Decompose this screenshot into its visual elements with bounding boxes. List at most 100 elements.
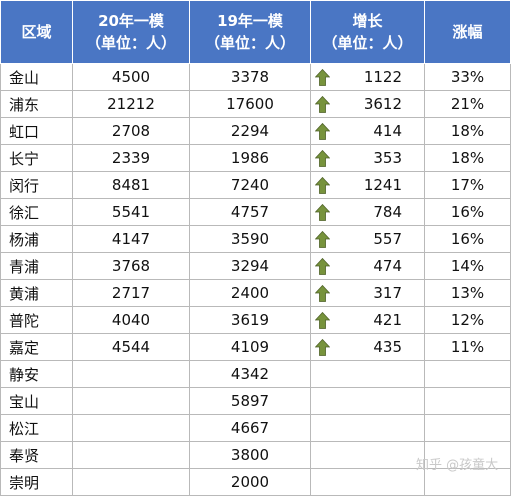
- score-2019-cell: 7240: [189, 171, 311, 199]
- region-cell-text: 宝山: [9, 392, 40, 411]
- region-cell-text: 青浦: [9, 257, 40, 276]
- score-2020-cell: 4147: [72, 225, 190, 253]
- header-2020-title: 20年一模: [98, 12, 164, 30]
- rate-cell: 18%: [424, 117, 511, 145]
- region-cell-text: 长宁: [9, 149, 40, 168]
- header-2019-title: 19年一模: [217, 12, 283, 30]
- score-2019-cell-text: 17600: [226, 95, 274, 113]
- region-cell: 崇明: [0, 468, 73, 496]
- growth-cell: 3612: [310, 90, 425, 118]
- table-row: 宝山 5897: [0, 387, 511, 415]
- growth-cell: 1122: [310, 63, 425, 91]
- score-2019-cell: 3800: [189, 441, 311, 469]
- region-cell-text: 黄浦: [9, 284, 40, 303]
- score-2019-cell: 2400: [189, 279, 311, 307]
- region-cell-text: 嘉定: [9, 338, 40, 357]
- up-arrow-icon: [315, 285, 330, 302]
- region-cell-text: 静安: [9, 365, 40, 384]
- rate-cell-text: 16%: [450, 230, 485, 248]
- region-cell-text: 金山: [9, 68, 40, 87]
- score-2020-cell-text: 3768: [111, 257, 151, 275]
- score-2019-cell-text: 2294: [230, 122, 270, 140]
- score-2020-cell-text: 4147: [111, 230, 151, 248]
- region-cell: 普陀: [0, 306, 73, 334]
- region-cell-text: 奉贤: [9, 446, 40, 465]
- region-cell-text: 虹口: [9, 122, 40, 141]
- region-cell-text: 浦东: [9, 95, 40, 114]
- region-cell-text: 徐汇: [9, 203, 40, 222]
- growth-cell-text: 557: [373, 230, 402, 248]
- up-arrow-icon: [315, 204, 330, 221]
- header-growth-title: 增长: [352, 12, 383, 30]
- score-2019-cell: 5897: [189, 387, 311, 415]
- score-2020-cell: 2717: [72, 279, 190, 307]
- rate-cell-text: 21%: [450, 95, 485, 113]
- score-2020-cell: 2339: [72, 144, 190, 172]
- growth-cell: 421: [310, 306, 425, 334]
- table-row: 青浦 3768 3294 474 14%: [0, 252, 511, 280]
- score-2020-cell: 4544: [72, 333, 190, 361]
- rate-cell-text: 12%: [450, 311, 485, 329]
- region-cell: 嘉定: [0, 333, 73, 361]
- up-arrow-icon: [315, 96, 330, 113]
- region-cell: 虹口: [0, 117, 73, 145]
- up-arrow-icon: [315, 258, 330, 275]
- growth-cell-text: 353: [373, 149, 402, 167]
- up-arrow-icon: [315, 177, 330, 194]
- up-arrow-icon: [315, 339, 330, 356]
- header-region: 区域: [0, 0, 73, 64]
- rate-cell: 11%: [424, 333, 511, 361]
- rate-cell-text: 16%: [450, 203, 485, 221]
- region-cell-text: 杨浦: [9, 230, 40, 249]
- score-2019-cell: 4667: [189, 414, 311, 442]
- score-2019-cell: 17600: [189, 90, 311, 118]
- up-arrow-icon: [315, 312, 330, 329]
- up-arrow-icon: [315, 123, 330, 140]
- rate-cell-text: 18%: [450, 149, 485, 167]
- rate-cell: 13%: [424, 279, 511, 307]
- rate-cell: 14%: [424, 252, 511, 280]
- score-2020-cell-text: 4544: [111, 338, 151, 356]
- up-arrow-icon: [315, 69, 330, 86]
- score-2019-cell: 1986: [189, 144, 311, 172]
- growth-cell-text: 317: [373, 284, 402, 302]
- header-row: 区域 20年一模 （单位：人） 19年一模 （单位：人） 增长 （单位：人） 涨…: [0, 0, 511, 64]
- rate-cell: [424, 360, 511, 388]
- table-row: 金山 4500 3378 1122 33%: [0, 63, 511, 91]
- growth-cell: 1241: [310, 171, 425, 199]
- score-2020-cell: [72, 468, 190, 496]
- score-2019-cell-text: 3590: [230, 230, 270, 248]
- score-2019-cell-text: 5897: [230, 392, 270, 410]
- score-2019-cell-text: 4757: [230, 203, 270, 221]
- score-2020-cell-text: 4500: [111, 68, 151, 86]
- rate-cell: [424, 414, 511, 442]
- region-cell: 松江: [0, 414, 73, 442]
- score-2020-cell: [72, 441, 190, 469]
- growth-cell-text: 1241: [363, 176, 402, 194]
- growth-cell: 317: [310, 279, 425, 307]
- table-row: 静安 4342: [0, 360, 511, 388]
- region-cell: 闵行: [0, 171, 73, 199]
- score-2020-cell-text: 2708: [111, 122, 151, 140]
- growth-cell: 557: [310, 225, 425, 253]
- growth-cell: 784: [310, 198, 425, 226]
- growth-cell: 435: [310, 333, 425, 361]
- rate-cell: 16%: [424, 198, 511, 226]
- score-2020-cell: 2708: [72, 117, 190, 145]
- growth-cell: 353: [310, 144, 425, 172]
- header-2020: 20年一模 （单位：人）: [72, 0, 190, 64]
- growth-cell-text: 784: [373, 203, 402, 221]
- score-2020-cell: 3768: [72, 252, 190, 280]
- growth-cell-text: 3612: [363, 95, 402, 113]
- region-cell: 静安: [0, 360, 73, 388]
- growth-cell-text: 1122: [363, 68, 402, 86]
- table-row: 浦东 21212 17600 3612 21%: [0, 90, 511, 118]
- growth-cell-text: 435: [373, 338, 402, 356]
- table-row: 普陀 4040 3619 421 12%: [0, 306, 511, 334]
- watermark: 知乎 @孩童大: [416, 458, 499, 473]
- score-2019-cell-text: 3378: [230, 68, 270, 86]
- score-2019-cell-text: 3294: [230, 257, 270, 275]
- region-cell: 长宁: [0, 144, 73, 172]
- region-cell: 奉贤: [0, 441, 73, 469]
- score-2020-cell: [72, 387, 190, 415]
